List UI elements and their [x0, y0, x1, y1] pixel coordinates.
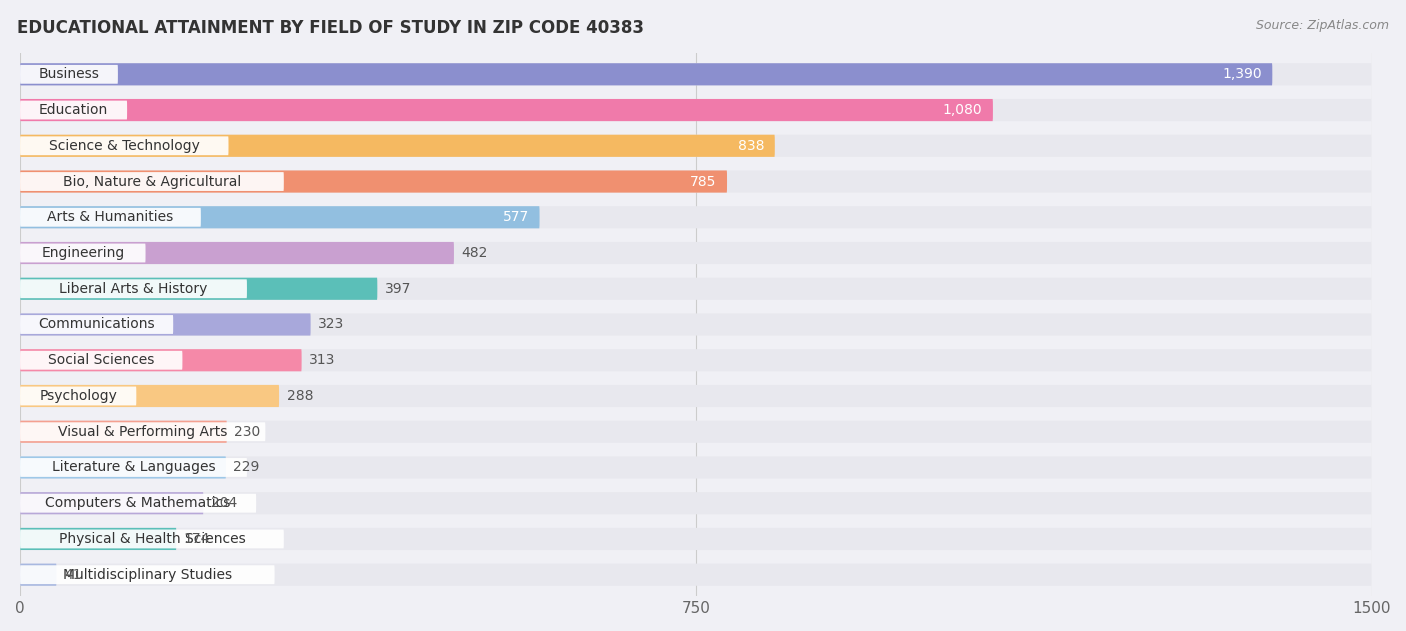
- FancyBboxPatch shape: [20, 278, 377, 300]
- Text: 577: 577: [503, 210, 529, 224]
- Text: Business: Business: [38, 68, 100, 81]
- FancyBboxPatch shape: [20, 65, 118, 84]
- Text: 482: 482: [461, 246, 488, 260]
- FancyBboxPatch shape: [20, 170, 727, 192]
- Text: Education: Education: [39, 103, 108, 117]
- FancyBboxPatch shape: [20, 244, 146, 262]
- FancyBboxPatch shape: [20, 351, 183, 370]
- Text: Physical & Health Sciences: Physical & Health Sciences: [59, 532, 245, 546]
- FancyBboxPatch shape: [20, 136, 229, 155]
- FancyBboxPatch shape: [20, 170, 1371, 192]
- FancyBboxPatch shape: [20, 529, 284, 548]
- FancyBboxPatch shape: [20, 528, 176, 550]
- Text: Social Sciences: Social Sciences: [48, 353, 155, 367]
- FancyBboxPatch shape: [20, 385, 1371, 407]
- FancyBboxPatch shape: [20, 385, 280, 407]
- FancyBboxPatch shape: [20, 134, 775, 157]
- Text: 288: 288: [287, 389, 314, 403]
- FancyBboxPatch shape: [20, 456, 1371, 478]
- Text: Source: ZipAtlas.com: Source: ZipAtlas.com: [1256, 19, 1389, 32]
- Text: Science & Technology: Science & Technology: [49, 139, 200, 153]
- FancyBboxPatch shape: [20, 208, 201, 227]
- FancyBboxPatch shape: [20, 492, 204, 514]
- FancyBboxPatch shape: [20, 63, 1371, 85]
- FancyBboxPatch shape: [20, 528, 1371, 550]
- FancyBboxPatch shape: [20, 422, 266, 441]
- FancyBboxPatch shape: [20, 280, 247, 298]
- FancyBboxPatch shape: [20, 242, 1371, 264]
- Text: Visual & Performing Arts: Visual & Performing Arts: [58, 425, 228, 439]
- Text: 313: 313: [309, 353, 336, 367]
- Text: 785: 785: [690, 175, 717, 189]
- FancyBboxPatch shape: [20, 421, 1371, 443]
- FancyBboxPatch shape: [20, 349, 302, 371]
- FancyBboxPatch shape: [20, 492, 1371, 514]
- Text: 230: 230: [235, 425, 260, 439]
- Text: Engineering: Engineering: [41, 246, 124, 260]
- Text: 397: 397: [385, 282, 411, 296]
- FancyBboxPatch shape: [20, 206, 540, 228]
- FancyBboxPatch shape: [20, 315, 173, 334]
- FancyBboxPatch shape: [20, 100, 127, 119]
- Text: 323: 323: [318, 317, 344, 331]
- FancyBboxPatch shape: [20, 563, 56, 586]
- Text: 174: 174: [184, 532, 211, 546]
- Text: 838: 838: [738, 139, 765, 153]
- FancyBboxPatch shape: [20, 278, 1371, 300]
- FancyBboxPatch shape: [20, 456, 226, 478]
- FancyBboxPatch shape: [20, 387, 136, 405]
- FancyBboxPatch shape: [20, 134, 1371, 157]
- Text: Arts & Humanities: Arts & Humanities: [48, 210, 173, 224]
- Text: Bio, Nature & Agricultural: Bio, Nature & Agricultural: [63, 175, 240, 189]
- Text: Psychology: Psychology: [39, 389, 117, 403]
- FancyBboxPatch shape: [20, 172, 284, 191]
- FancyBboxPatch shape: [20, 206, 1371, 228]
- Text: Literature & Languages: Literature & Languages: [52, 461, 215, 475]
- FancyBboxPatch shape: [20, 99, 993, 121]
- FancyBboxPatch shape: [20, 314, 1371, 336]
- FancyBboxPatch shape: [20, 565, 274, 584]
- FancyBboxPatch shape: [20, 458, 247, 477]
- FancyBboxPatch shape: [20, 314, 311, 336]
- FancyBboxPatch shape: [20, 349, 1371, 371]
- Text: Computers & Mathematics: Computers & Mathematics: [45, 496, 231, 510]
- FancyBboxPatch shape: [20, 242, 454, 264]
- Text: Multidisciplinary Studies: Multidisciplinary Studies: [63, 568, 232, 582]
- FancyBboxPatch shape: [20, 563, 1371, 586]
- Text: Liberal Arts & History: Liberal Arts & History: [59, 282, 208, 296]
- FancyBboxPatch shape: [20, 494, 256, 512]
- FancyBboxPatch shape: [20, 63, 1272, 85]
- FancyBboxPatch shape: [20, 99, 1371, 121]
- FancyBboxPatch shape: [20, 421, 226, 443]
- Text: 1,390: 1,390: [1222, 68, 1261, 81]
- Text: EDUCATIONAL ATTAINMENT BY FIELD OF STUDY IN ZIP CODE 40383: EDUCATIONAL ATTAINMENT BY FIELD OF STUDY…: [17, 19, 644, 37]
- Text: 41: 41: [65, 568, 82, 582]
- Text: 204: 204: [211, 496, 238, 510]
- Text: 1,080: 1,080: [943, 103, 983, 117]
- Text: 229: 229: [233, 461, 260, 475]
- Text: Communications: Communications: [38, 317, 155, 331]
